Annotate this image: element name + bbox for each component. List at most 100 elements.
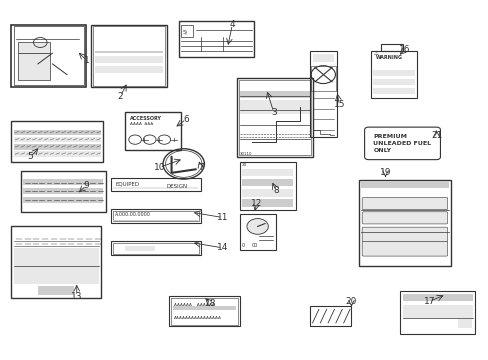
Text: 8: 8 bbox=[273, 186, 279, 195]
Bar bbox=[237, 78, 312, 157]
Bar bbox=[239, 214, 276, 249]
Text: 14: 14 bbox=[217, 243, 228, 252]
Text: PREMIUM: PREMIUM bbox=[372, 134, 407, 139]
Bar bbox=[93, 26, 164, 86]
Bar bbox=[242, 179, 292, 186]
Bar bbox=[125, 246, 154, 251]
Bar bbox=[14, 130, 101, 135]
Text: 12: 12 bbox=[250, 199, 262, 208]
Bar bbox=[19, 42, 50, 53]
Text: AAAAAAAAAAAAAAAA: AAAAAAAAAAAAAAAA bbox=[174, 316, 222, 320]
Text: 16: 16 bbox=[398, 45, 410, 54]
Bar bbox=[358, 180, 450, 266]
Bar bbox=[179, 21, 254, 57]
Bar bbox=[312, 54, 334, 62]
Text: 19: 19 bbox=[379, 168, 390, 177]
Text: 20: 20 bbox=[242, 163, 247, 167]
Bar bbox=[14, 144, 101, 150]
Bar bbox=[242, 199, 292, 207]
Bar bbox=[399, 291, 474, 334]
Circle shape bbox=[246, 219, 268, 234]
Text: 10: 10 bbox=[153, 163, 165, 172]
Bar bbox=[458, 319, 471, 328]
Bar bbox=[361, 181, 448, 188]
Text: 3: 3 bbox=[270, 108, 276, 117]
Bar bbox=[169, 296, 239, 327]
Text: UNLEADED FUEL: UNLEADED FUEL bbox=[372, 141, 430, 146]
Text: 20: 20 bbox=[345, 297, 356, 306]
Bar bbox=[242, 168, 292, 176]
Text: 30110: 30110 bbox=[239, 152, 252, 156]
FancyBboxPatch shape bbox=[362, 198, 447, 210]
Bar bbox=[91, 24, 166, 87]
Bar bbox=[402, 294, 472, 301]
Bar bbox=[23, 179, 103, 185]
Text: 1: 1 bbox=[83, 56, 89, 65]
Bar bbox=[14, 248, 99, 284]
Text: ⚠: ⚠ bbox=[372, 51, 377, 56]
Bar bbox=[11, 24, 86, 87]
FancyBboxPatch shape bbox=[362, 212, 447, 224]
Bar bbox=[11, 226, 101, 298]
Text: 4: 4 bbox=[229, 20, 235, 29]
Text: AAAAAA    AAAAAA: AAAAAA AAAAAA bbox=[174, 303, 214, 307]
Text: 6: 6 bbox=[183, 115, 189, 124]
Text: 15: 15 bbox=[333, 100, 345, 109]
Bar bbox=[14, 137, 101, 143]
Bar bbox=[111, 242, 201, 255]
Bar bbox=[372, 70, 414, 76]
Text: 11: 11 bbox=[216, 213, 228, 222]
Bar bbox=[239, 91, 309, 98]
Bar bbox=[14, 151, 101, 157]
Text: 13: 13 bbox=[71, 292, 82, 301]
Text: 7: 7 bbox=[198, 163, 203, 172]
Text: 2: 2 bbox=[118, 91, 123, 100]
Bar bbox=[21, 171, 106, 212]
Bar bbox=[14, 26, 84, 85]
Bar bbox=[111, 209, 201, 223]
Bar bbox=[309, 51, 336, 137]
Bar bbox=[113, 243, 199, 253]
Text: 21: 21 bbox=[430, 131, 441, 140]
Bar bbox=[372, 88, 414, 94]
Bar bbox=[95, 56, 163, 63]
Bar bbox=[310, 66, 335, 91]
Bar bbox=[113, 220, 198, 221]
Bar bbox=[380, 44, 402, 51]
Bar bbox=[372, 79, 414, 85]
Bar bbox=[113, 187, 198, 189]
Bar bbox=[23, 197, 103, 203]
Bar bbox=[125, 112, 181, 150]
Text: 18: 18 bbox=[204, 299, 216, 308]
Text: DESIGN: DESIGN bbox=[166, 184, 187, 189]
Bar bbox=[111, 178, 201, 191]
Bar bbox=[370, 51, 416, 98]
Bar bbox=[309, 306, 351, 327]
Text: WARNING: WARNING bbox=[375, 55, 402, 60]
Bar bbox=[19, 53, 50, 80]
Text: 5: 5 bbox=[28, 152, 33, 161]
Bar bbox=[171, 297, 237, 325]
Bar bbox=[113, 211, 199, 221]
FancyBboxPatch shape bbox=[362, 242, 447, 256]
Bar bbox=[239, 162, 295, 210]
Text: 0: 0 bbox=[242, 243, 244, 248]
Bar bbox=[239, 100, 309, 114]
Text: 5): 5) bbox=[183, 30, 187, 35]
FancyBboxPatch shape bbox=[362, 227, 447, 242]
Bar bbox=[239, 80, 310, 156]
Bar bbox=[402, 305, 472, 318]
Bar bbox=[38, 286, 74, 295]
Text: ONLY: ONLY bbox=[372, 148, 391, 153]
Bar bbox=[173, 306, 235, 310]
Text: EQUIPED: EQUIPED bbox=[116, 181, 140, 186]
Bar bbox=[242, 189, 292, 197]
Text: A.000.00.0000: A.000.00.0000 bbox=[115, 212, 150, 217]
Bar bbox=[95, 51, 163, 53]
Bar bbox=[11, 121, 103, 162]
Bar bbox=[23, 188, 103, 194]
Bar bbox=[181, 25, 193, 37]
Text: AAAA  AAA: AAAA AAA bbox=[130, 122, 153, 126]
Text: 17: 17 bbox=[423, 297, 434, 306]
Text: 00: 00 bbox=[251, 243, 258, 248]
